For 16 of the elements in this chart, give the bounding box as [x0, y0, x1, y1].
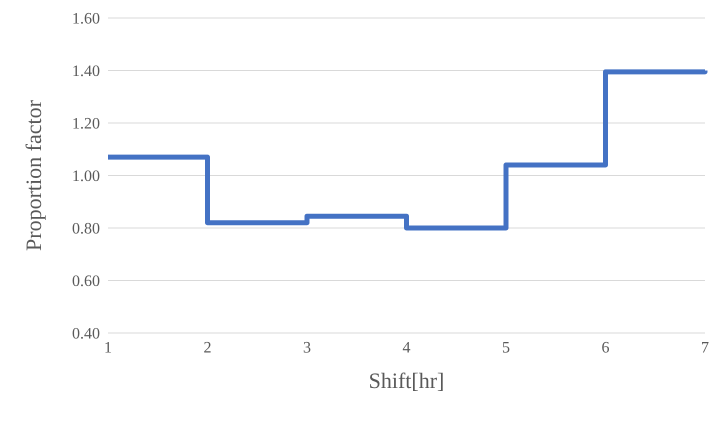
- y-tick-label: 1.60: [72, 10, 100, 28]
- x-tick-label: 3: [303, 339, 311, 356]
- y-tick-label: 0.60: [72, 273, 100, 290]
- y-tick-label: 1.00: [72, 168, 100, 186]
- y-tick-label: 1.40: [72, 63, 100, 80]
- y-tick-label: 0.80: [72, 220, 100, 238]
- x-axis-title: Shift[hr]: [368, 368, 444, 393]
- y-axis-title: Proportion factor: [20, 99, 46, 251]
- y-tick-label: 1.20: [72, 116, 100, 133]
- x-tick-label: 6: [602, 339, 610, 356]
- x-tick-label: 4: [402, 339, 410, 356]
- x-tick-label: 5: [502, 339, 510, 356]
- x-tick-label: 7: [701, 339, 709, 356]
- x-tick-label: 2: [204, 339, 212, 356]
- x-tick-label: 1: [104, 339, 112, 356]
- y-tick-label: 0.40: [72, 326, 100, 343]
